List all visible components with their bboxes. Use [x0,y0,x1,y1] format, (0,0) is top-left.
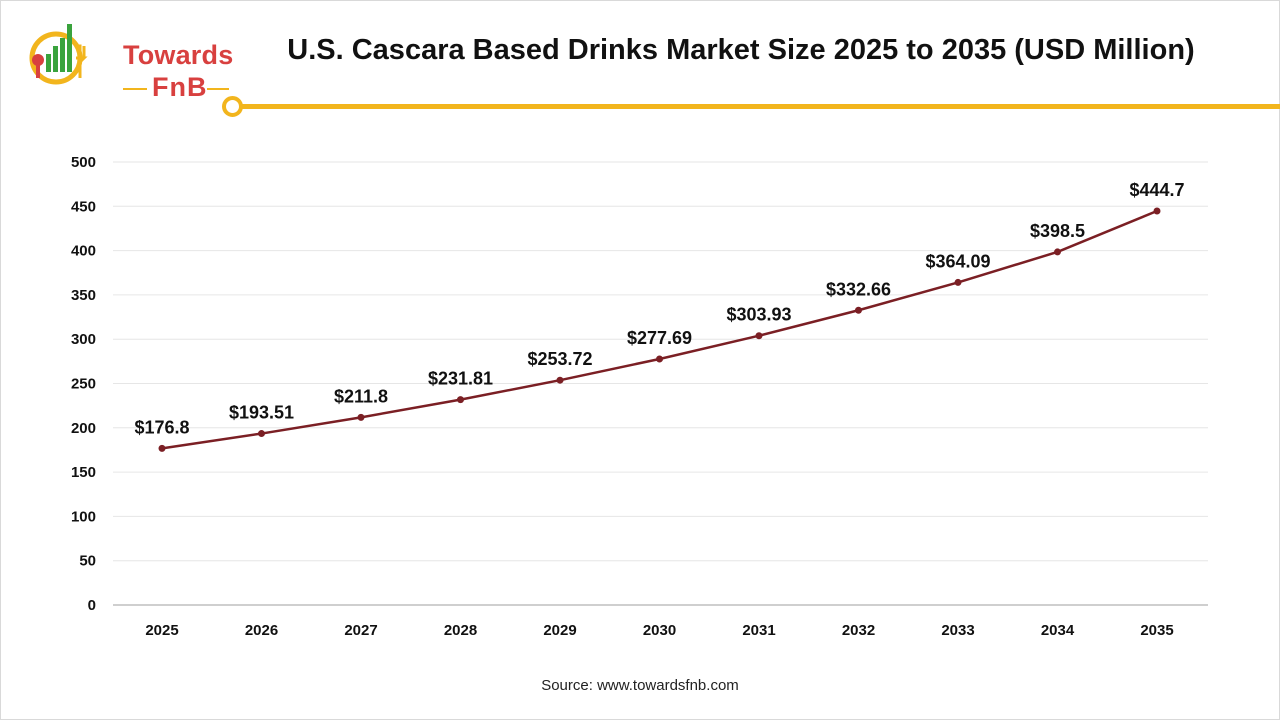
y-tick-label: 50 [79,553,96,570]
x-tick-label: 2034 [1041,622,1075,639]
x-tick-label: 2026 [245,622,278,639]
x-tick-label: 2029 [543,622,576,639]
x-tick-label: 2027 [344,622,377,639]
data-point [1153,207,1161,215]
y-tick-label: 0 [88,597,96,614]
data-label: $398.5 [1030,221,1085,241]
data-label: $444.7 [1129,180,1184,200]
data-point [258,430,265,438]
data-point [556,376,564,384]
logo-text-towards: Towards [123,40,234,70]
logo-dash-right [207,88,229,90]
data-label: $364.09 [925,251,990,271]
y-tick-label: 200 [71,420,96,437]
logo-emblem-icon [29,24,88,85]
data-label: $211.8 [334,386,388,406]
y-tick-label: 300 [71,331,96,348]
data-point [357,413,365,421]
y-tick-label: 400 [71,243,96,260]
data-label: $231.81 [428,369,493,389]
chart-title: U.S. Cascara Based Drinks Market Size 20… [287,34,1195,66]
y-tick-label: 250 [71,376,96,393]
logo-dash-left [123,88,147,90]
y-tick-label: 450 [71,198,96,215]
y-tick-label: 500 [71,154,96,171]
x-tick-label: 2031 [742,622,775,639]
y-tick-label: 350 [71,287,96,304]
data-label: $193.51 [229,403,294,423]
data-point [457,396,464,404]
title-underline [232,104,1280,109]
data-label: $277.69 [627,328,692,348]
x-tick-label: 2035 [1140,622,1173,639]
line-chart: 0 50 100 150 200 250 300 350 400 450 500 2025 2026 20… [71,154,1208,639]
x-tick-label: 2028 [444,622,477,639]
x-tick-label: 2025 [145,622,178,639]
data-point [755,332,763,340]
data-label: $176.8 [134,417,189,437]
logo-text-fnb: FnB [152,72,208,102]
source-note: Source: www.towardsfnb.com [541,677,739,694]
x-tick-label: 2033 [941,622,974,639]
data-point [158,444,166,452]
x-tick-label: 2032 [842,622,875,639]
data-point [656,355,663,363]
title-underline-dot [222,96,243,117]
data-label: $303.93 [726,305,791,325]
data-point [1054,248,1061,256]
y-tick-label: 100 [71,508,96,525]
x-tick-label: 2030 [643,622,676,639]
data-label: $253.72 [527,349,592,369]
data-point [954,278,962,286]
data-point [855,306,862,314]
y-tick-label: 150 [71,464,96,481]
data-label: $332.66 [826,279,891,299]
towards-fnb-logo: Towards FnB [26,18,233,102]
